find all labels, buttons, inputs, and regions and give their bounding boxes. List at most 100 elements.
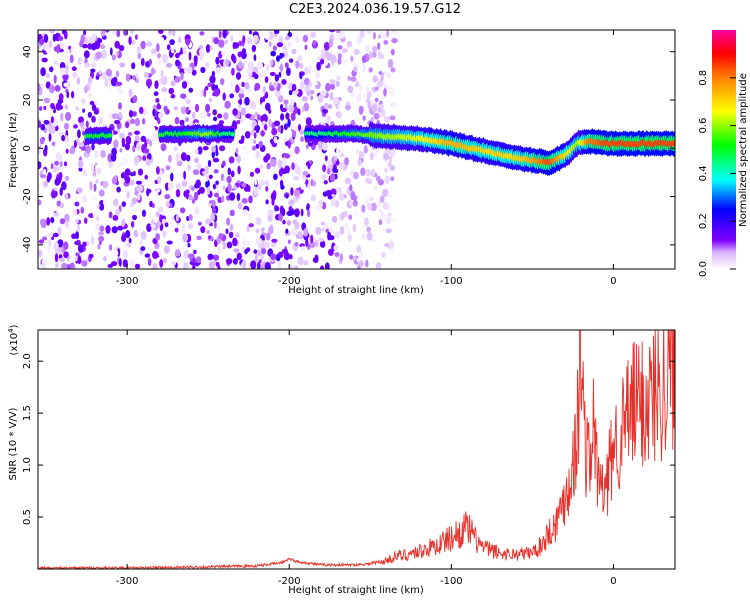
noise-speckle bbox=[348, 214, 353, 220]
noise-speckle bbox=[284, 62, 289, 69]
noise-speckle bbox=[175, 59, 180, 67]
noise-speckle bbox=[271, 127, 278, 136]
noise-speckle bbox=[196, 235, 202, 241]
noise-speckle bbox=[295, 60, 300, 69]
noise-speckle bbox=[135, 78, 139, 84]
noise-speckle bbox=[71, 233, 77, 239]
noise-speckle bbox=[229, 209, 235, 217]
noise-speckle bbox=[273, 173, 278, 180]
noise-speckle bbox=[310, 234, 314, 244]
noise-speckle bbox=[58, 36, 64, 41]
noise-speckle bbox=[46, 73, 51, 79]
noise-speckle bbox=[359, 150, 365, 159]
noise-speckle bbox=[166, 44, 171, 51]
noise-speckle bbox=[59, 187, 63, 196]
noise-speckle bbox=[261, 102, 265, 110]
noise-speckle bbox=[209, 75, 216, 84]
noise-speckle bbox=[196, 163, 203, 170]
noise-speckle bbox=[63, 251, 69, 259]
noise-speckle bbox=[105, 30, 110, 33]
spectrogram-x-tick-label: -200 bbox=[278, 276, 301, 287]
noise-speckle bbox=[144, 253, 151, 258]
noise-speckle bbox=[278, 71, 282, 78]
noise-speckle bbox=[291, 162, 295, 170]
noise-speckle bbox=[299, 62, 304, 69]
noise-speckle bbox=[99, 204, 105, 211]
noise-speckle bbox=[173, 106, 179, 111]
noise-speckle bbox=[294, 221, 300, 230]
noise-speckle bbox=[59, 61, 66, 70]
spectrogram-frame bbox=[37, 29, 676, 270]
noise-speckle bbox=[232, 237, 238, 247]
noise-speckle bbox=[327, 147, 333, 152]
noise-speckle bbox=[319, 240, 326, 248]
noise-speckle bbox=[169, 39, 175, 46]
noise-speckle bbox=[390, 48, 395, 56]
noise-speckle bbox=[390, 189, 394, 195]
noise-speckle bbox=[130, 30, 134, 34]
noise-speckle bbox=[264, 31, 270, 40]
noise-speckle bbox=[330, 199, 336, 207]
noise-speckle bbox=[170, 172, 174, 182]
noise-speckle bbox=[203, 175, 207, 183]
noise-speckle bbox=[50, 217, 55, 224]
noise-speckle bbox=[43, 97, 51, 104]
noise-speckle bbox=[335, 32, 340, 41]
noise-speckle bbox=[252, 145, 256, 151]
noise-speckle bbox=[164, 182, 170, 191]
noise-speckle bbox=[117, 161, 124, 167]
spectrogram-y-tick-label: 20 bbox=[22, 94, 33, 107]
noise-speckle bbox=[111, 176, 117, 185]
noise-speckle bbox=[70, 47, 74, 53]
noise-speckle bbox=[390, 247, 395, 253]
noise-speckle bbox=[288, 199, 295, 206]
noise-speckle bbox=[332, 167, 337, 173]
noise-speckle bbox=[226, 217, 231, 226]
noise-speckle bbox=[328, 104, 332, 109]
noise-speckle bbox=[247, 61, 254, 70]
noise-speckle bbox=[78, 142, 85, 148]
noise-speckle bbox=[350, 244, 357, 249]
noise-speckle bbox=[250, 261, 256, 268]
noise-speckle bbox=[149, 125, 156, 135]
noise-speckle bbox=[223, 112, 229, 120]
noise-speckle bbox=[47, 233, 53, 238]
noise-speckle bbox=[270, 158, 277, 168]
noise-speckle bbox=[112, 214, 119, 221]
noise-speckle bbox=[218, 232, 224, 240]
noise-speckle bbox=[382, 201, 389, 210]
noise-speckle bbox=[160, 143, 167, 152]
noise-speckle bbox=[77, 159, 84, 169]
noise-speckle bbox=[272, 45, 277, 51]
noise-speckle bbox=[200, 66, 206, 74]
noise-speckle bbox=[250, 129, 255, 136]
noise-speckle bbox=[188, 214, 193, 221]
noise-speckle bbox=[226, 241, 233, 249]
noise-speckle bbox=[359, 30, 365, 34]
noise-speckle bbox=[375, 262, 382, 269]
noise-speckle bbox=[55, 243, 59, 248]
noise-speckle bbox=[123, 30, 128, 36]
noise-speckle bbox=[77, 148, 84, 156]
noise-speckle bbox=[294, 189, 301, 197]
noise-speckle bbox=[181, 180, 188, 187]
noise-speckle bbox=[40, 174, 47, 179]
snr-x-tick-label: -200 bbox=[278, 576, 301, 587]
noise-speckle bbox=[65, 48, 71, 55]
noise-speckle bbox=[235, 232, 240, 238]
noise-speckle bbox=[270, 241, 277, 248]
noise-speckle bbox=[261, 247, 267, 255]
noise-speckle bbox=[337, 180, 341, 188]
noise-speckle bbox=[53, 74, 57, 84]
noise-speckle bbox=[369, 152, 374, 161]
noise-speckle bbox=[270, 192, 276, 202]
noise-speckle bbox=[299, 80, 305, 90]
noise-speckle bbox=[257, 261, 261, 269]
noise-speckle bbox=[237, 202, 243, 210]
noise-speckle bbox=[291, 48, 297, 55]
noise-speckle bbox=[270, 59, 274, 66]
noise-speckle bbox=[306, 203, 310, 210]
noise-speckle bbox=[337, 148, 341, 154]
noise-speckle bbox=[81, 260, 88, 267]
noise-speckle bbox=[100, 44, 106, 50]
